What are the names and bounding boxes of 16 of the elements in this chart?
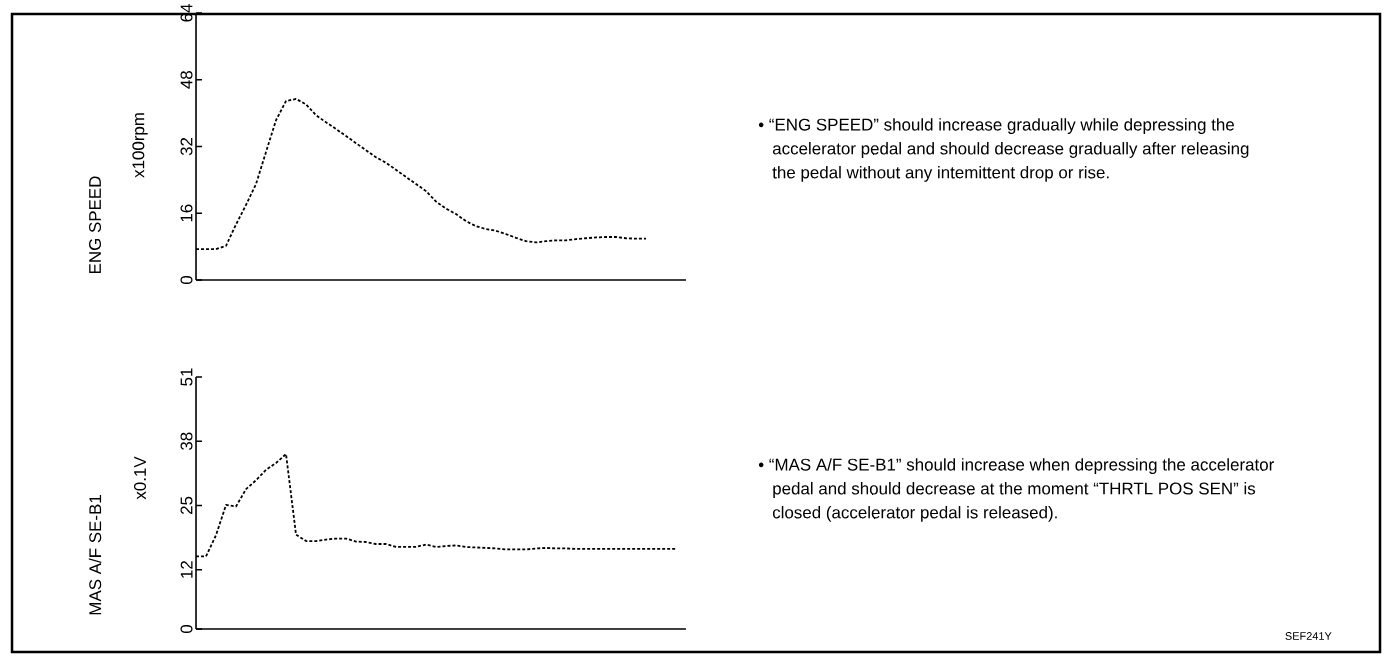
y-tick-label: 12 (180, 561, 193, 578)
text: x0.1V (134, 456, 147, 500)
y-tick-label: 51 (180, 368, 193, 386)
y-tick-label: 25 (180, 496, 193, 515)
y-tick-label: 16 (180, 204, 193, 222)
y-tick-label: 0 (180, 275, 193, 285)
text: SEF241Y (1285, 632, 1332, 640)
text: • “ENG SPEED” should increase gradually while depressing the accelerator pedal and should decrease gradually after releasing the pedal without any intemittent drop or rise. (758, 118, 1249, 182)
y-tick-label: 0 (180, 624, 193, 634)
y-axis-title: ENG SPEED (89, 176, 102, 274)
y-tick-label: 32 (180, 137, 193, 156)
text: • “MAS A/F SE-B1” should increase when depressing the accelerator pedal and should decrease at the moment “THRTL POS SEN” is closed (accelerator pedal is released). (758, 458, 1274, 522)
y-tick-label: 48 (180, 71, 193, 89)
y-axis-title: MAS A/F SE-B1 (88, 495, 102, 615)
text: x100rpm (132, 113, 148, 178)
y-tick-label: 38 (180, 432, 193, 450)
